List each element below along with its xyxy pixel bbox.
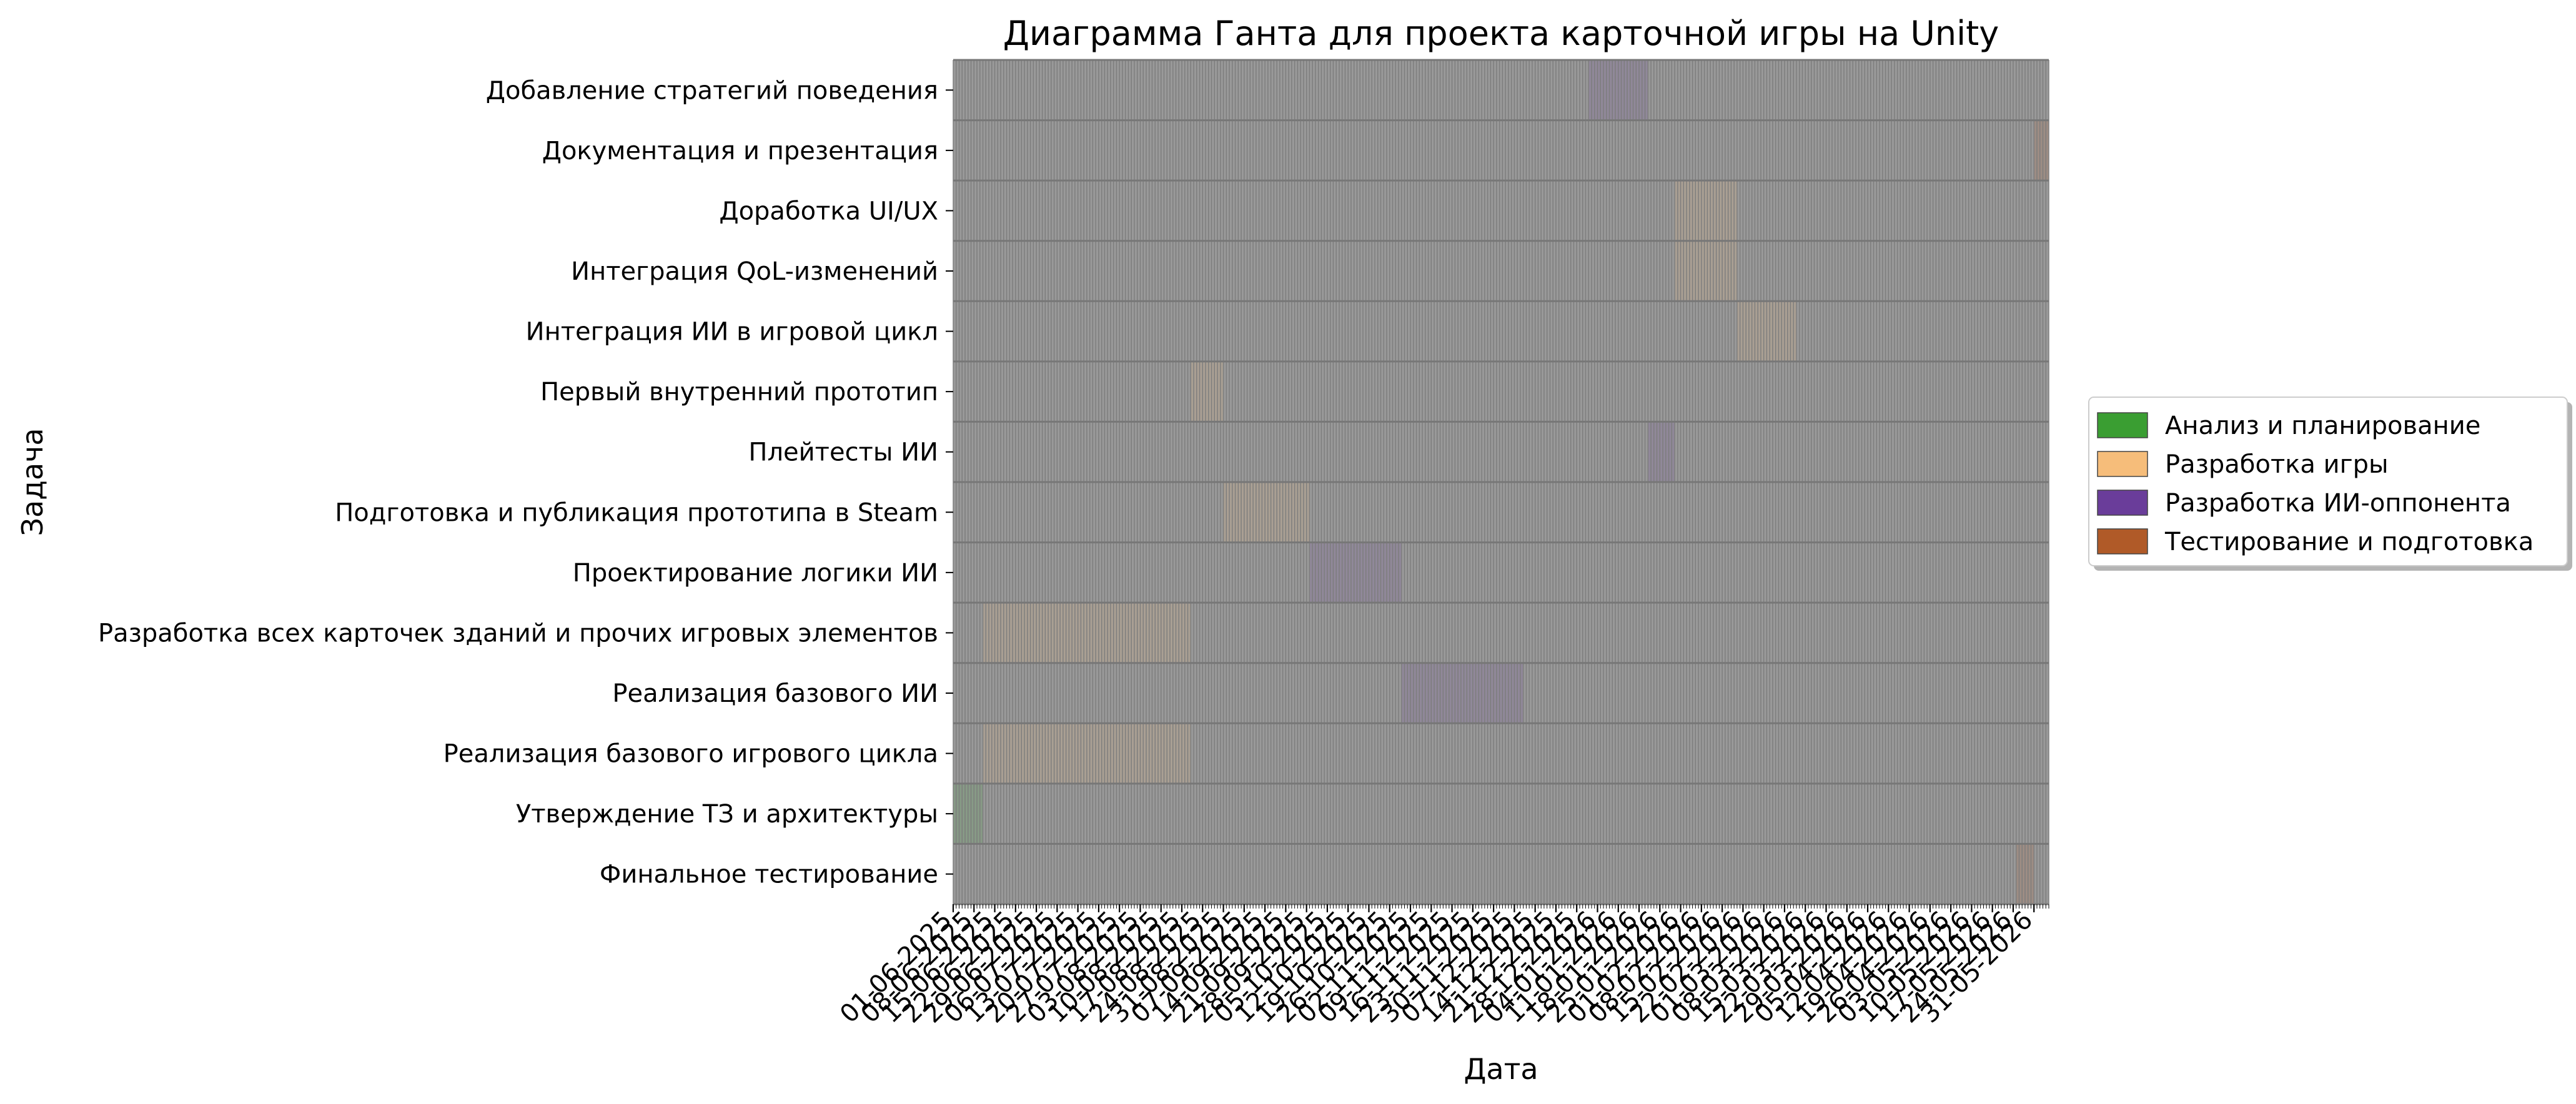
task-bar-6 — [1648, 421, 1675, 482]
x-axis-label: Дата — [1464, 1052, 1538, 1086]
legend-frame — [2088, 397, 2568, 566]
chart-title: Диаграмма Ганта для проекта карточной иг… — [1003, 14, 1999, 53]
y-tick-label: Реализация базового игрового цикла — [443, 740, 938, 769]
y-tick-label: Проектирование логики ИИ — [573, 559, 938, 588]
y-tick-label: Утверждение ТЗ и архитектуры — [516, 800, 938, 829]
grid-lines — [953, 59, 2049, 905]
x-ticks: 01-06-202508-06-202515-06-202522-06-2025… — [835, 904, 2049, 1028]
legend-swatch — [2097, 412, 2148, 438]
legend-swatch — [2097, 451, 2148, 477]
legend-swatch — [2097, 490, 2148, 516]
legend-label: Тестирование и подготовка — [2164, 528, 2534, 556]
task-bar-3 — [1675, 240, 1737, 302]
task-bar-7 — [1223, 482, 1310, 543]
legend: Анализ и планирование Разработка игры Разр… — [2088, 397, 2572, 571]
task-bar-10 — [1401, 663, 1523, 724]
y-tick-label: Интеграция QoL-изменений — [571, 257, 938, 286]
y-tick-label: Добавление стратегий поведения — [486, 76, 938, 105]
y-tick-label: Интеграция ИИ в игровой цикл — [526, 318, 938, 347]
legend-label: Разработка игры — [2165, 450, 2389, 479]
legend-label: Разработка ИИ-оппонента — [2165, 489, 2511, 518]
y-tick-label: Разработка всех карточек зданий и прочих… — [98, 619, 938, 648]
task-bar-5 — [1191, 361, 1224, 422]
y-tick-label: Документация и презентация — [542, 137, 938, 165]
y-tick-label: Первый внутренний прототип — [540, 378, 938, 407]
y-tick-label: Реализация базового ИИ — [612, 679, 938, 708]
y-axis-label: Задача — [16, 428, 49, 536]
legend-label: Анализ и планирование — [2165, 412, 2480, 440]
legend-swatch — [2097, 528, 2148, 554]
y-tick-label: Плейтесты ИИ — [748, 438, 938, 467]
task-bar-2 — [1675, 180, 1737, 241]
task-bar-1 — [2034, 120, 2049, 181]
y-tick-labels: Добавление стратегий поведения Документац… — [98, 76, 953, 889]
y-tick-label: Финальное тестирование — [600, 860, 938, 889]
task-bar-8 — [1309, 542, 1402, 603]
y-tick-label: Доработка UI/UX — [719, 197, 938, 225]
y-tick-label: Подготовка и публикация прототипа в Stea… — [335, 498, 938, 527]
